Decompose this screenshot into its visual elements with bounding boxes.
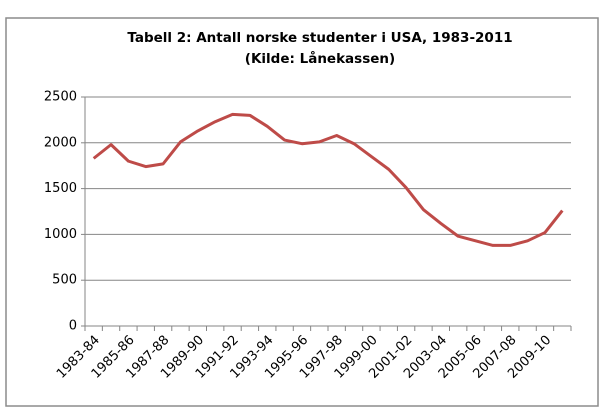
chart-subtitle: (Kilde: Lånekassen) bbox=[245, 50, 395, 67]
y-tick-label: 2000 bbox=[44, 135, 77, 150]
y-tick-label: 0 bbox=[69, 319, 77, 334]
y-tick-label: 500 bbox=[52, 273, 77, 288]
chart-frame bbox=[5, 17, 599, 407]
y-tick-label: 2500 bbox=[44, 90, 77, 105]
y-tick-label: 1000 bbox=[44, 227, 77, 242]
line-series bbox=[92, 112, 564, 247]
y-tick-label: 1500 bbox=[44, 181, 77, 196]
chart-title: Tabell 2: Antall norske studenter i USA,… bbox=[127, 30, 512, 46]
